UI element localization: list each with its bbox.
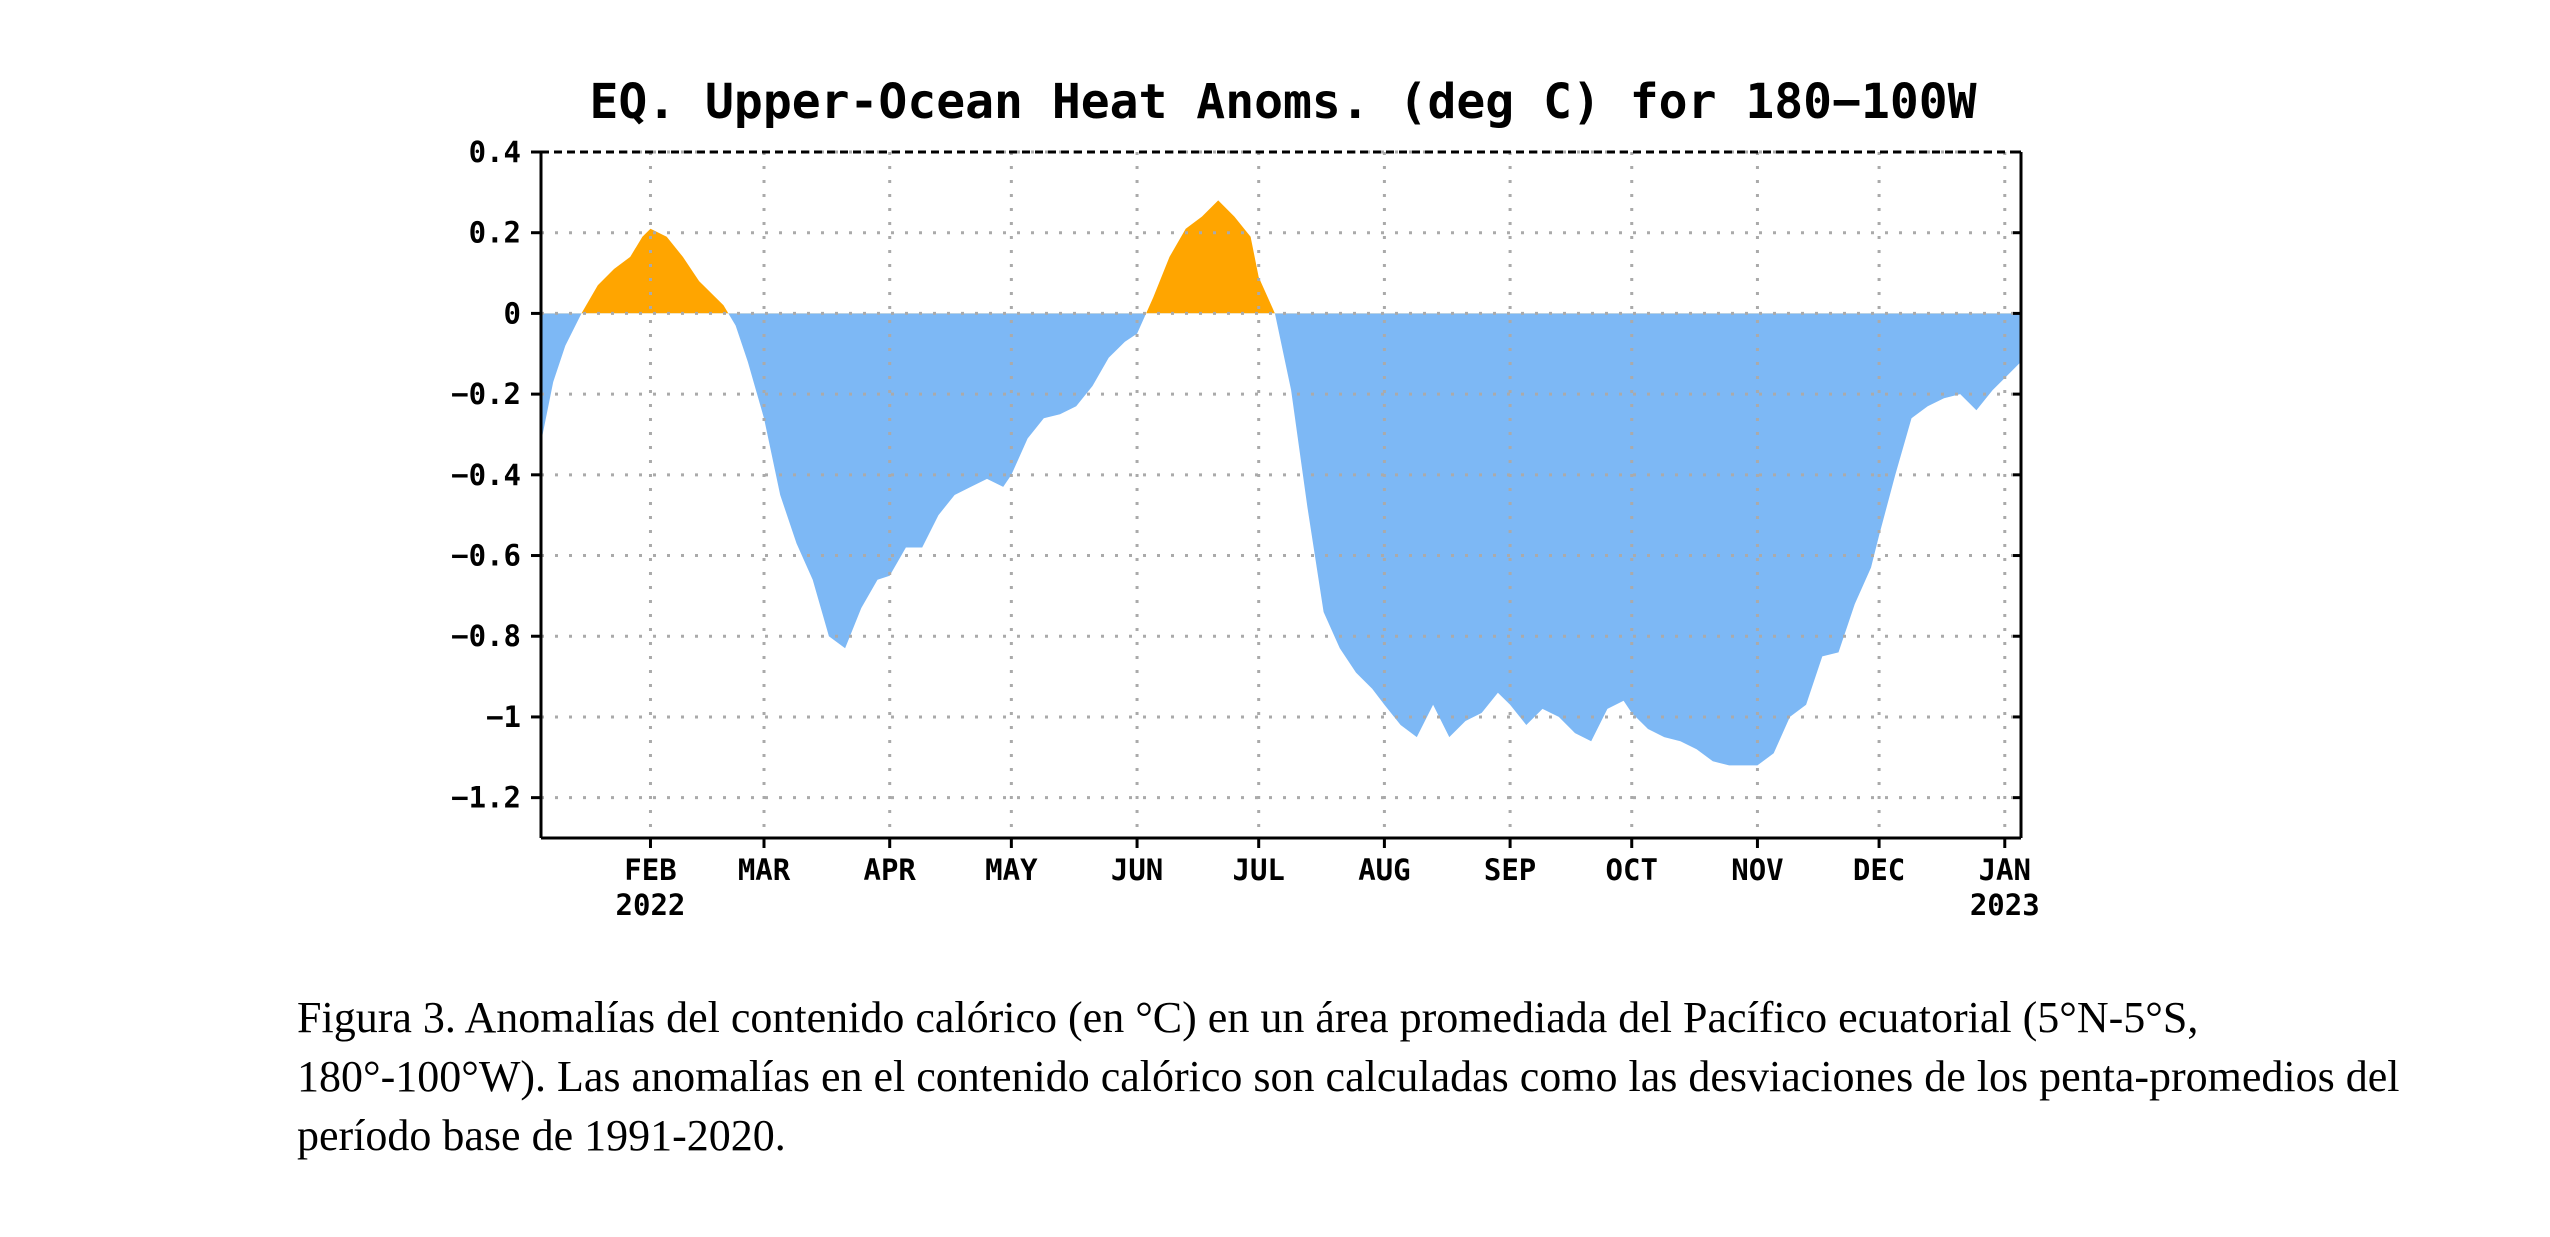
y-tick-label: 0.4 — [469, 135, 521, 169]
y-tick-label: −0.2 — [451, 377, 521, 411]
negative-anomaly-area — [541, 313, 2021, 766]
y-tick-label: 0 — [504, 296, 521, 330]
x-tick-label: AUG — [1358, 853, 1410, 887]
y-tick-label: −0.8 — [451, 619, 521, 653]
y-tick-label: −1.2 — [451, 781, 521, 815]
y-tick-label: −1 — [486, 700, 521, 734]
y-tick-label: 0.2 — [469, 216, 521, 250]
x-tick-label: DEC — [1853, 853, 1905, 887]
x-tick-label: APR — [864, 853, 917, 887]
x-tick-label: FEB — [624, 853, 676, 887]
x-tick-label: JAN — [1979, 853, 2031, 887]
x-tick-label: JUL — [1233, 853, 1285, 887]
x-tick-label: MAY — [985, 853, 1038, 887]
figure-caption: Figura 3. Anomalías del contenido calóri… — [297, 988, 2417, 1165]
y-tick-label: −0.4 — [451, 458, 521, 492]
chart-area: EQ. Upper-Ocean Heat Anoms. (deg C) for … — [451, 74, 2040, 922]
x-tick-year-label: 2023 — [1970, 888, 2040, 922]
x-tick-label: SEP — [1484, 853, 1536, 887]
x-tick-label: JUN — [1111, 853, 1163, 887]
heat-anomaly-chart: EQ. Upper-Ocean Heat Anoms. (deg C) for … — [451, 74, 2040, 922]
chart-title: EQ. Upper-Ocean Heat Anoms. (deg C) for … — [589, 74, 1976, 130]
x-tick-label: OCT — [1606, 853, 1658, 887]
x-tick-label: NOV — [1731, 853, 1783, 887]
y-tick-label: −0.6 — [451, 539, 521, 573]
caption-text: Figura 3. Anomalías del contenido calóri… — [297, 993, 2400, 1160]
positive-anomaly-area — [541, 200, 2021, 314]
x-tick-year-label: 2022 — [616, 888, 686, 922]
x-tick-label: MAR — [738, 853, 791, 887]
